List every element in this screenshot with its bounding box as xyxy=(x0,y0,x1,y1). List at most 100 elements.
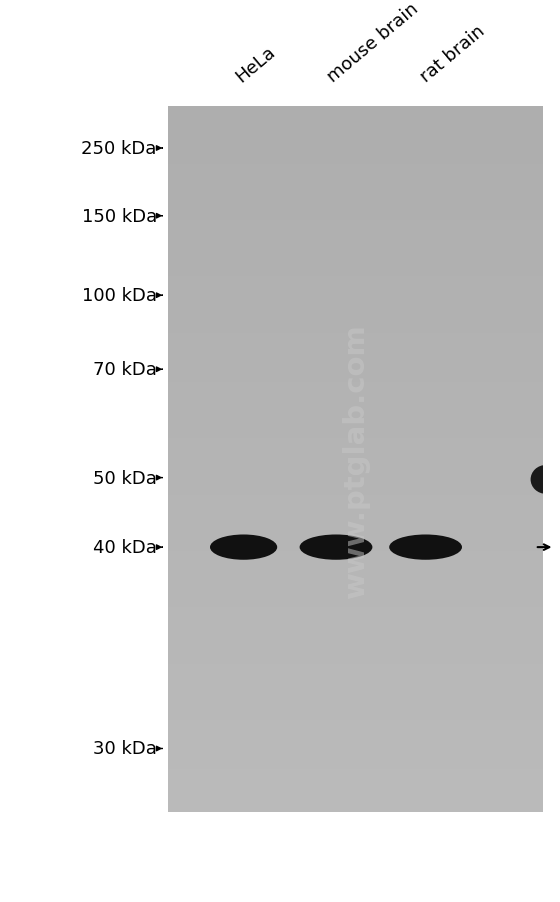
Bar xyxy=(168,150,543,158)
Text: 100 kDa: 100 kDa xyxy=(82,287,157,305)
Bar xyxy=(168,614,543,621)
Bar xyxy=(168,557,543,566)
Bar xyxy=(168,213,543,221)
Bar xyxy=(168,185,543,193)
Bar xyxy=(168,135,543,143)
Bar xyxy=(168,769,543,777)
Bar xyxy=(168,607,543,615)
Bar xyxy=(168,122,543,129)
Bar xyxy=(168,656,543,664)
Bar xyxy=(168,755,543,762)
Bar xyxy=(168,269,543,277)
Bar xyxy=(168,128,543,136)
Bar xyxy=(168,290,543,299)
Bar xyxy=(168,115,543,123)
Bar xyxy=(168,502,543,510)
Bar xyxy=(168,192,543,199)
Bar xyxy=(168,424,543,432)
Bar xyxy=(168,311,543,319)
Bar xyxy=(168,318,543,327)
Bar xyxy=(168,396,543,404)
Text: HeLa: HeLa xyxy=(232,42,279,86)
Bar xyxy=(168,579,543,586)
Bar xyxy=(168,445,543,453)
Bar xyxy=(168,720,543,727)
Bar xyxy=(168,241,543,249)
Bar xyxy=(168,276,543,284)
Bar xyxy=(168,628,543,636)
Bar xyxy=(168,368,543,375)
Bar xyxy=(168,585,543,594)
Bar xyxy=(168,509,543,516)
Bar xyxy=(168,298,543,305)
Bar xyxy=(168,494,543,502)
Bar xyxy=(168,663,543,671)
Bar xyxy=(168,515,543,523)
Bar xyxy=(168,649,543,657)
Bar xyxy=(168,537,543,545)
Bar xyxy=(168,642,543,650)
Bar xyxy=(168,593,543,601)
Bar xyxy=(168,726,543,734)
Bar xyxy=(168,670,543,678)
Bar xyxy=(168,459,543,467)
Bar xyxy=(168,487,543,495)
Bar xyxy=(168,417,543,425)
Bar xyxy=(168,361,543,369)
Bar xyxy=(168,691,543,699)
Bar xyxy=(168,374,543,382)
Text: rat brain: rat brain xyxy=(417,22,488,86)
Bar xyxy=(168,705,543,713)
Bar xyxy=(168,198,543,207)
Text: 50 kDa: 50 kDa xyxy=(93,469,157,487)
Bar xyxy=(168,410,543,418)
Bar xyxy=(168,480,543,488)
Bar xyxy=(168,474,543,481)
Bar xyxy=(168,333,543,340)
Ellipse shape xyxy=(210,535,277,560)
Bar xyxy=(168,466,543,474)
Bar xyxy=(168,529,543,538)
Bar xyxy=(168,452,543,460)
Bar xyxy=(168,621,543,629)
Bar xyxy=(168,206,543,214)
Ellipse shape xyxy=(531,465,560,494)
Bar xyxy=(168,741,543,749)
Bar xyxy=(168,748,543,756)
Bar xyxy=(168,804,543,812)
Bar xyxy=(168,572,543,580)
Bar xyxy=(168,544,543,551)
Bar xyxy=(168,178,543,186)
Text: 250 kDa: 250 kDa xyxy=(81,140,157,158)
Text: 70 kDa: 70 kDa xyxy=(93,361,157,379)
Bar xyxy=(168,761,543,769)
Bar xyxy=(168,403,543,410)
Bar xyxy=(168,783,543,791)
Bar xyxy=(168,107,543,115)
Bar xyxy=(168,677,543,686)
Bar xyxy=(168,431,543,439)
Bar xyxy=(168,143,543,151)
Bar xyxy=(168,354,543,362)
Bar xyxy=(168,339,543,347)
Ellipse shape xyxy=(389,535,462,560)
Bar xyxy=(168,304,543,312)
Bar xyxy=(168,565,543,573)
Bar xyxy=(168,346,543,354)
Text: 40 kDa: 40 kDa xyxy=(93,538,157,557)
Bar xyxy=(168,635,543,643)
Text: 30 kDa: 30 kDa xyxy=(93,740,157,758)
Bar xyxy=(168,713,543,721)
Text: 150 kDa: 150 kDa xyxy=(82,207,157,226)
Bar xyxy=(168,108,543,812)
Bar xyxy=(168,685,543,692)
Bar xyxy=(168,522,543,530)
Bar xyxy=(168,600,543,608)
Bar xyxy=(168,438,543,446)
Bar xyxy=(168,234,543,242)
Bar xyxy=(168,389,543,397)
Bar xyxy=(168,698,543,706)
Bar xyxy=(168,326,543,334)
Bar xyxy=(168,776,543,784)
Bar xyxy=(168,248,543,256)
